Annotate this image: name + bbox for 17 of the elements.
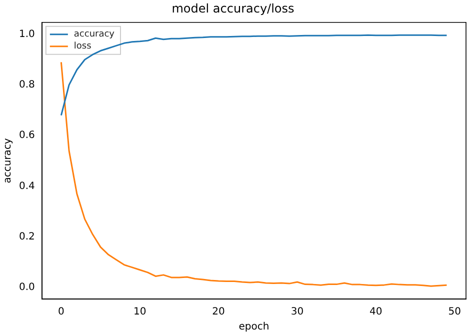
x-tick-label: 10 [133, 306, 146, 318]
x-tick-label: 20 [212, 306, 225, 318]
y-axis-title: accuracy [2, 138, 14, 184]
x-tick-label: 30 [290, 306, 304, 318]
x-tick-label: 40 [370, 306, 382, 318]
x-axis-title: epoch [238, 322, 270, 333]
y-tick-label: 1.0 [18, 28, 35, 40]
x-tick-label: 0 [58, 306, 64, 318]
legend-label: loss [74, 42, 92, 52]
x-tick-label: 50 [448, 306, 461, 318]
y-tick-label: 0.6 [18, 130, 35, 142]
legend-label: accuracy [74, 30, 116, 40]
y-tick-label: 0.8 [18, 80, 35, 91]
chart-title: model accuracy/loss [172, 1, 294, 16]
y-tick-label: 0.2 [18, 232, 35, 243]
y-tick-label: 0.4 [18, 180, 35, 192]
y-tick-label: 0.0 [18, 282, 35, 294]
